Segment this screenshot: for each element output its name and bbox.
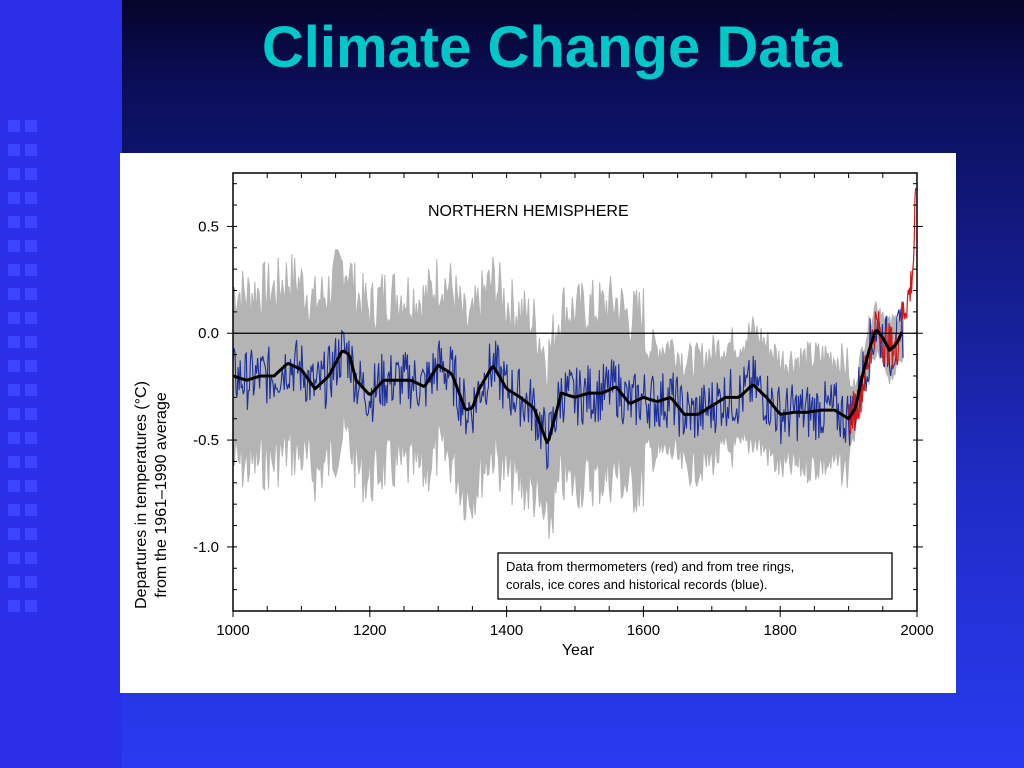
x-tick-label: 1800 bbox=[764, 622, 797, 639]
smoothed-series bbox=[232, 329, 904, 445]
climate-chart: 1000 1200 1400 1600 1800 2000 0.5 0.0 -0.5 -1.0 N… bbox=[133, 172, 934, 659]
decorative-square-pattern bbox=[8, 120, 37, 612]
decorative-square bbox=[25, 552, 37, 564]
decorative-square bbox=[25, 456, 37, 468]
decorative-square bbox=[25, 384, 37, 396]
decorative-square bbox=[25, 432, 37, 444]
decorative-square bbox=[25, 240, 37, 252]
x-tick-label: 1200 bbox=[353, 622, 386, 639]
decorative-square bbox=[25, 408, 37, 420]
decorative-square bbox=[8, 408, 20, 420]
instrumental-series bbox=[848, 187, 917, 434]
x-tick-label: 1600 bbox=[627, 622, 660, 639]
decorative-square bbox=[8, 576, 20, 588]
x-tick-label: 1000 bbox=[216, 622, 249, 639]
decorative-square bbox=[8, 312, 20, 324]
y-tick-label: 0.0 bbox=[198, 325, 219, 342]
y-tick-label: -1.0 bbox=[193, 539, 219, 556]
y-tick-label: 0.5 bbox=[198, 218, 219, 235]
decorative-square bbox=[8, 480, 20, 492]
decorative-square bbox=[25, 216, 37, 228]
decorative-square bbox=[25, 312, 37, 324]
legend-box bbox=[497, 552, 893, 600]
x-tick-label: 2000 bbox=[900, 622, 933, 639]
legend-text-line2: corals, ice cores and historical records… bbox=[506, 577, 768, 592]
decorative-square bbox=[8, 600, 20, 612]
decorative-square bbox=[8, 552, 20, 564]
tick-layer: 1000 1200 1400 1600 1800 2000 0.5 0.0 -0.5 -1.0 bbox=[193, 173, 934, 639]
decorative-square bbox=[25, 576, 37, 588]
legend-text-line1: Data from thermometers (red) and from tr… bbox=[506, 559, 794, 574]
decorative-square bbox=[25, 480, 37, 492]
decorative-square bbox=[25, 144, 37, 156]
decorative-square bbox=[25, 192, 37, 204]
x-tick-label: 1400 bbox=[490, 622, 523, 639]
decorative-square bbox=[8, 504, 20, 516]
decorative-square bbox=[8, 144, 20, 156]
decorative-square bbox=[25, 168, 37, 180]
decorative-square bbox=[25, 504, 37, 516]
chart-title: NORTHERN HEMISPHERE bbox=[428, 203, 629, 220]
decorative-square bbox=[25, 360, 37, 372]
decorative-square bbox=[8, 384, 20, 396]
decorative-square bbox=[25, 288, 37, 300]
decorative-square bbox=[8, 264, 20, 276]
decorative-square bbox=[25, 120, 37, 132]
decorative-square bbox=[8, 216, 20, 228]
y-tick-label: -0.5 bbox=[193, 432, 219, 449]
decorative-square bbox=[8, 456, 20, 468]
decorative-square bbox=[8, 360, 20, 372]
decorative-square bbox=[8, 240, 20, 252]
decorative-square bbox=[25, 336, 37, 348]
chart-panel: 1000 1200 1400 1600 1800 2000 0.5 0.0 -0.5 -1.0 N… bbox=[120, 153, 956, 693]
decorative-square bbox=[8, 168, 20, 180]
y-axis-title-line1: Departures in temperatures (°C) bbox=[133, 381, 150, 609]
decorative-square bbox=[8, 288, 20, 300]
series-layer bbox=[232, 187, 917, 471]
decorative-square bbox=[25, 600, 37, 612]
y-axis-title-line2: from the 1961–1990 average bbox=[153, 392, 170, 598]
left-decorative-strip bbox=[0, 0, 122, 768]
decorative-square bbox=[8, 120, 20, 132]
decorative-square bbox=[25, 264, 37, 276]
slide-title: Climate Change Data bbox=[261, 15, 843, 80]
decorative-square bbox=[8, 432, 20, 444]
decorative-square bbox=[8, 528, 20, 540]
decorative-square bbox=[8, 192, 20, 204]
decorative-square bbox=[8, 336, 20, 348]
x-axis-title: Year bbox=[562, 642, 595, 659]
decorative-square bbox=[25, 528, 37, 540]
